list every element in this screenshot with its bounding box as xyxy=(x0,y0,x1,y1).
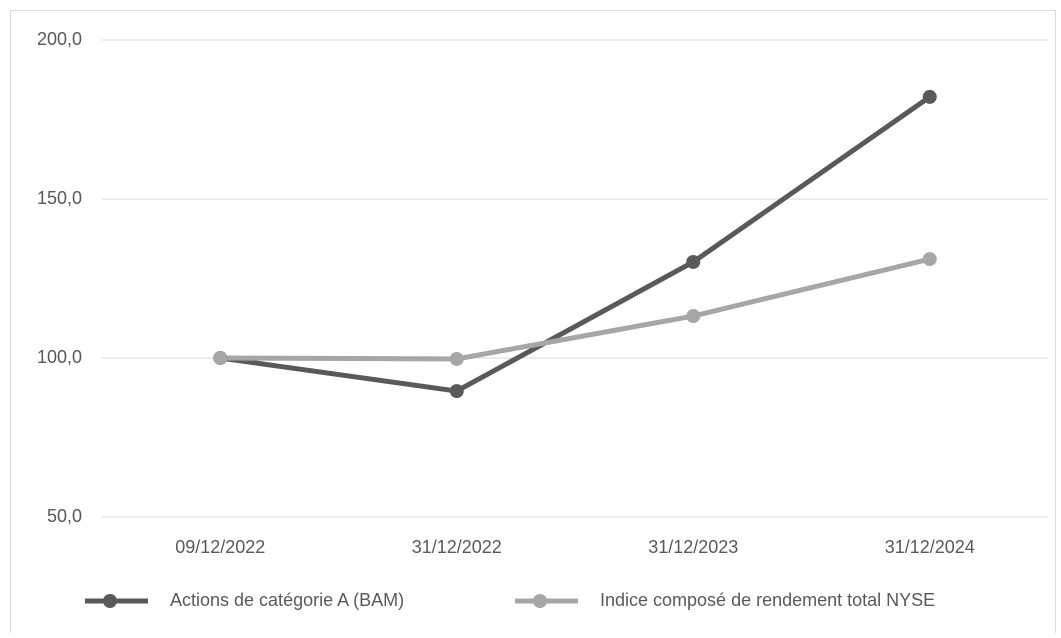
point xyxy=(922,252,937,267)
y-tick-label: 50,0 xyxy=(47,506,82,526)
y-tick-label: 150,0 xyxy=(37,188,82,208)
y-tick-label: 100,0 xyxy=(37,347,82,367)
series-line xyxy=(220,256,931,362)
y-tick-label: 200,0 xyxy=(37,29,82,49)
chart-frame xyxy=(10,10,1056,638)
legend-marker xyxy=(103,594,117,608)
point xyxy=(213,351,228,365)
x-tick-label: 31/12/2024 xyxy=(885,537,975,557)
legend-marker xyxy=(533,594,547,608)
legend-label: Indice composé de rendement total NYSE xyxy=(600,590,935,610)
point xyxy=(922,89,937,104)
x-tick-label: 31/12/2022 xyxy=(412,537,502,557)
point xyxy=(449,351,464,366)
series-line xyxy=(219,94,932,394)
legend-label: Actions de catégorie A (BAM) xyxy=(170,590,404,610)
point xyxy=(686,309,701,324)
point xyxy=(449,384,464,399)
point xyxy=(686,254,701,269)
x-tick-label: 09/12/2022 xyxy=(175,537,265,557)
x-tick-label: 31/12/2023 xyxy=(648,537,738,557)
